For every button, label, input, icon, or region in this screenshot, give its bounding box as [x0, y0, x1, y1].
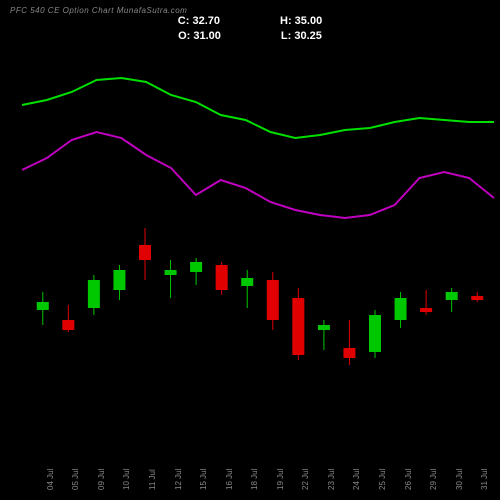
candle-body [113, 270, 125, 290]
x-axis-label: 30 Jul [455, 469, 465, 490]
chart-svg [0, 0, 500, 500]
x-axis-label: 16 Jul [225, 469, 235, 490]
x-axis-label: 22 Jul [301, 469, 311, 490]
candle-body [471, 296, 483, 300]
x-axis-label: 04 Jul [46, 469, 56, 490]
candle-body [318, 325, 330, 330]
candle-body [267, 280, 279, 320]
indicator-line [22, 132, 494, 218]
x-axis-label: 19 Jul [276, 469, 286, 490]
x-axis-label: 10 Jul [122, 469, 132, 490]
candle-body [190, 262, 202, 272]
x-axis-label: 24 Jul [352, 469, 362, 490]
candle-body [88, 280, 100, 308]
x-axis-label: 12 Jul [174, 469, 184, 490]
x-axis-label: 31 Jul [480, 469, 490, 490]
candle-body [37, 302, 49, 310]
candle-body [395, 298, 407, 320]
x-axis-label: 18 Jul [250, 469, 260, 490]
candle-body [139, 245, 151, 260]
x-axis-label: 25 Jul [378, 469, 388, 490]
candle-body [165, 270, 177, 275]
indicator-line [22, 78, 494, 138]
x-axis-label: 29 Jul [429, 469, 439, 490]
candle-body [343, 348, 355, 358]
candle-body [241, 278, 253, 286]
x-axis-label: 09 Jul [97, 469, 107, 490]
candle-body [292, 298, 304, 355]
x-axis-label: 05 Jul [71, 469, 81, 490]
candle-body [216, 265, 228, 290]
chart-container: PFC 540 CE Option Chart MunafaSutra.com … [0, 0, 500, 500]
candle-body [369, 315, 381, 352]
x-axis-label: 23 Jul [327, 469, 337, 490]
candle-body [446, 292, 458, 300]
x-axis-label: 26 Jul [404, 469, 414, 490]
candle-body [420, 308, 432, 312]
x-axis-label: 15 Jul [199, 469, 209, 490]
candle-body [62, 320, 74, 330]
x-axis-label: 11 Jul [148, 469, 158, 490]
